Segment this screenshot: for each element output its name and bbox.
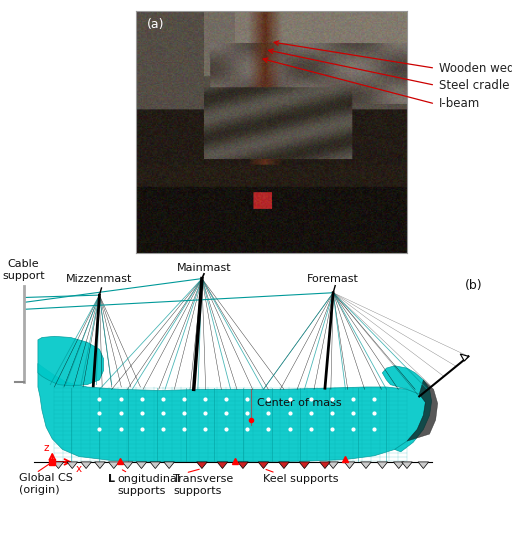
Polygon shape: [382, 366, 432, 452]
Text: Mainmast: Mainmast: [177, 263, 231, 273]
Text: x: x: [76, 464, 82, 474]
Text: Cable
support: Cable support: [2, 260, 45, 281]
Polygon shape: [319, 462, 330, 469]
Polygon shape: [418, 462, 429, 469]
Polygon shape: [407, 380, 438, 441]
Polygon shape: [122, 462, 133, 469]
Polygon shape: [197, 462, 207, 469]
Polygon shape: [279, 462, 289, 469]
Polygon shape: [238, 462, 248, 469]
Polygon shape: [328, 462, 338, 469]
Polygon shape: [109, 462, 119, 469]
Polygon shape: [393, 462, 404, 469]
Text: Mizzenmast: Mizzenmast: [66, 274, 133, 285]
Polygon shape: [377, 462, 388, 469]
Polygon shape: [81, 462, 92, 469]
Text: Foremast: Foremast: [307, 274, 359, 285]
Text: Wooden wedge: Wooden wedge: [439, 62, 512, 75]
Polygon shape: [164, 462, 175, 469]
Polygon shape: [299, 462, 310, 469]
Polygon shape: [67, 462, 78, 469]
Polygon shape: [136, 462, 147, 469]
Polygon shape: [401, 462, 412, 469]
Polygon shape: [344, 462, 355, 469]
Polygon shape: [53, 462, 64, 469]
Text: Keel supports: Keel supports: [264, 474, 339, 484]
Polygon shape: [217, 462, 228, 469]
Polygon shape: [460, 354, 468, 361]
Text: Center of mass: Center of mass: [258, 399, 342, 408]
Polygon shape: [150, 462, 161, 469]
Text: Transverse
supports: Transverse supports: [173, 474, 233, 496]
Text: I-beam: I-beam: [439, 98, 480, 110]
Text: (a): (a): [146, 18, 164, 31]
Text: z: z: [44, 443, 49, 453]
Text: Global CS
(origin): Global CS (origin): [19, 473, 73, 495]
Text: L: L: [108, 474, 115, 484]
Text: (b): (b): [465, 279, 483, 292]
Polygon shape: [38, 336, 103, 386]
Polygon shape: [38, 364, 425, 462]
Polygon shape: [258, 462, 269, 469]
Text: Steel cradle: Steel cradle: [439, 79, 509, 92]
Polygon shape: [95, 462, 105, 469]
Text: ongitudinal
supports: ongitudinal supports: [117, 474, 180, 496]
Polygon shape: [360, 462, 371, 469]
